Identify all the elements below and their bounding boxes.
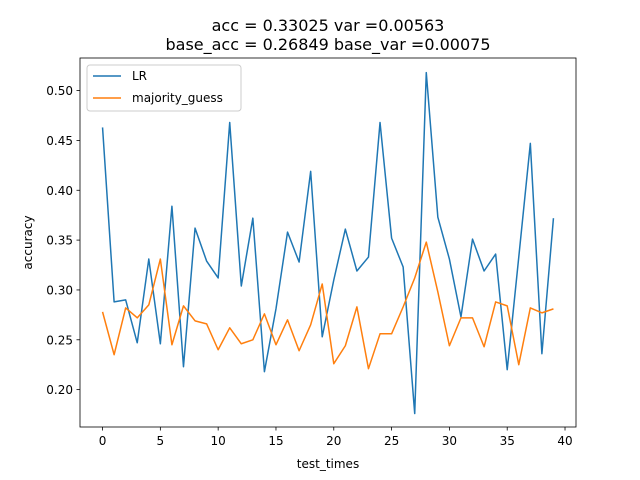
chart-title-line-2: base_acc = 0.26849 base_var =0.00075 bbox=[165, 35, 490, 55]
x-tick-label: 20 bbox=[326, 434, 341, 448]
axes-frame bbox=[79, 57, 577, 428]
chart-title-line-1: acc = 0.33025 var =0.00563 bbox=[212, 16, 445, 35]
x-tick-label: 10 bbox=[211, 434, 226, 448]
series-line-lr bbox=[101, 71, 555, 415]
x-tick-label: 15 bbox=[268, 434, 283, 448]
legend: LR majority_guess bbox=[86, 64, 242, 112]
y-tick-label: 0.45 bbox=[46, 134, 73, 148]
y-tick-label: 0.30 bbox=[46, 283, 73, 297]
legend-label-majority-guess: majority_guess bbox=[132, 91, 223, 105]
x-tick-label: 5 bbox=[157, 434, 165, 448]
legend-label-lr: LR bbox=[132, 69, 147, 83]
y-tick-label: 0.25 bbox=[46, 333, 73, 347]
x-tick-label: 35 bbox=[500, 434, 515, 448]
y-tick-label: 0.20 bbox=[46, 383, 73, 397]
x-tick-label: 30 bbox=[442, 434, 457, 448]
plot-area bbox=[101, 71, 555, 415]
x-axis: 0 5 10 15 20 25 30 35 40 bbox=[99, 427, 573, 448]
y-axis: 0.20 0.25 0.30 0.35 0.40 0.45 0.50 bbox=[46, 84, 80, 397]
x-tick-label: 25 bbox=[384, 434, 399, 448]
series-line-majority-guess bbox=[101, 241, 554, 370]
y-tick-label: 0.40 bbox=[46, 184, 73, 198]
y-tick-label: 0.35 bbox=[46, 234, 73, 248]
x-tick-label: 0 bbox=[99, 434, 107, 448]
y-axis-label: accuracy bbox=[21, 215, 35, 269]
legend-box bbox=[86, 64, 242, 112]
x-tick-label: 40 bbox=[557, 434, 572, 448]
y-tick-label: 0.50 bbox=[46, 84, 73, 98]
x-axis-label: test_times bbox=[297, 457, 359, 471]
